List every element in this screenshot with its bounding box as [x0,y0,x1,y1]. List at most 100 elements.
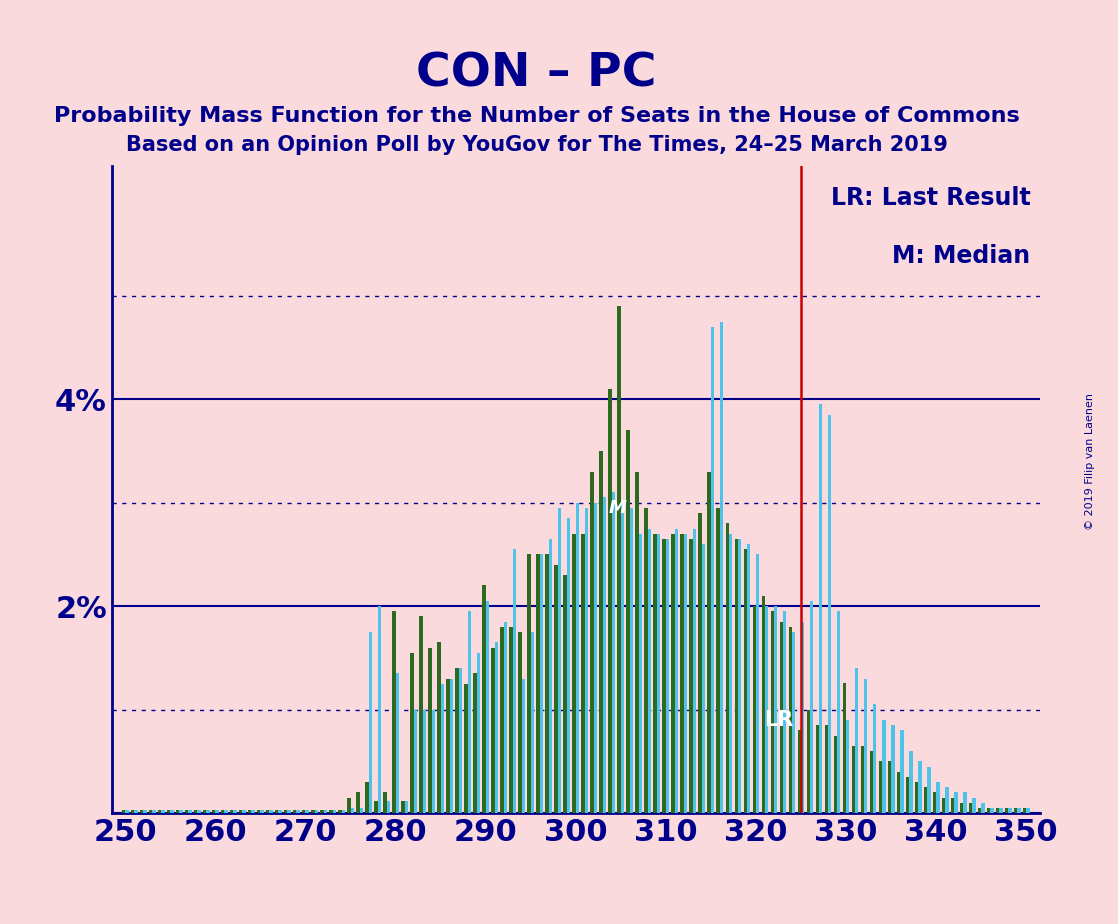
Bar [188,810,192,813]
Bar [708,471,711,813]
Bar [176,810,179,813]
Bar [783,612,786,813]
Bar [170,810,173,813]
Bar [752,606,756,813]
Bar [891,725,894,813]
Bar [396,674,399,813]
Bar [531,632,534,813]
Bar [959,803,964,813]
Bar [761,596,765,813]
Bar [828,415,832,813]
Bar [726,523,729,813]
Bar [375,801,378,813]
Bar [167,810,170,813]
Bar [594,503,597,813]
Bar [257,810,260,813]
Text: LR: LR [764,710,793,730]
Bar [140,810,143,813]
Bar [519,632,522,813]
Bar [567,518,570,813]
Bar [378,606,381,813]
Text: © 2019 Filip van Laenen: © 2019 Filip van Laenen [1086,394,1095,530]
Bar [1017,808,1021,813]
Bar [528,554,531,813]
Bar [702,544,705,813]
Bar [293,810,296,813]
Bar [982,803,985,813]
Bar [743,549,747,813]
Bar [950,797,954,813]
Bar [392,612,396,813]
Bar [504,622,508,813]
Bar [779,622,783,813]
Bar [918,761,921,813]
Bar [774,606,777,813]
Bar [585,508,588,813]
Bar [638,534,642,813]
Bar [978,808,982,813]
Bar [383,793,387,813]
Bar [198,810,201,813]
Bar [143,810,146,813]
Bar [653,534,657,813]
Bar [248,810,252,813]
Bar [846,720,850,813]
Bar [239,810,243,813]
Bar [266,810,269,813]
Bar [563,575,567,813]
Bar [360,808,363,813]
Bar [473,674,476,813]
Bar [765,606,768,813]
Bar [296,810,300,813]
Bar [122,810,125,813]
Bar [987,808,991,813]
Bar [936,782,939,813]
Bar [852,746,855,813]
Bar [184,810,188,813]
Bar [455,668,458,813]
Bar [672,534,675,813]
Bar [458,668,462,813]
Bar [464,684,467,813]
Bar [158,810,161,813]
Bar [537,554,540,813]
Bar [510,626,513,813]
Bar [152,810,155,813]
Bar [806,710,811,813]
Bar [612,492,615,813]
Bar [134,810,138,813]
Bar [969,803,973,813]
Bar [599,451,603,813]
Bar [923,787,927,813]
Bar [351,808,354,813]
Bar [449,678,453,813]
Bar [131,810,134,813]
Bar [482,586,485,813]
Bar [1023,808,1026,813]
Bar [485,601,489,813]
Bar [620,503,624,813]
Bar [973,797,976,813]
Bar [221,810,225,813]
Bar [590,471,594,813]
Bar [572,534,576,813]
Bar [357,793,360,813]
Bar [888,761,891,813]
Bar [879,761,882,813]
Bar [341,810,345,813]
Bar [657,534,661,813]
Bar [855,668,859,813]
Bar [494,642,499,813]
Bar [717,508,720,813]
Bar [260,810,264,813]
Bar [1014,808,1017,813]
Bar [945,787,948,813]
Bar [311,810,314,813]
Bar [873,704,877,813]
Bar [225,810,228,813]
Bar [207,810,210,813]
Bar [797,730,800,813]
Bar [305,810,309,813]
Bar [644,508,647,813]
Bar [735,539,738,813]
